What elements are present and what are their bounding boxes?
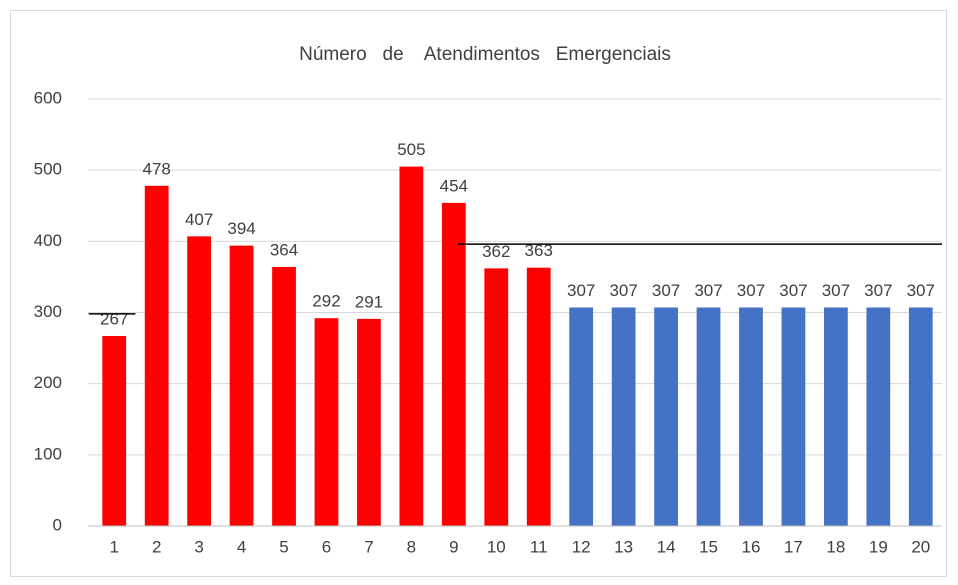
data-label: 362 — [482, 242, 510, 261]
data-label: 307 — [864, 281, 892, 300]
data-label: 363 — [525, 241, 553, 260]
bar — [484, 268, 509, 526]
x-tick-label: 20 — [911, 537, 930, 556]
data-label: 267 — [100, 309, 128, 328]
data-label: 505 — [397, 140, 425, 159]
y-tick-label: 400 — [34, 231, 62, 250]
bar — [781, 307, 806, 526]
data-label: 307 — [907, 281, 935, 300]
data-label: 307 — [737, 281, 765, 300]
y-tick-label: 100 — [34, 444, 62, 463]
bar — [357, 318, 381, 526]
x-tick-label: 19 — [869, 537, 888, 556]
x-tick-label: 13 — [614, 537, 633, 556]
x-tick-label: 18 — [826, 537, 845, 556]
data-label: 292 — [312, 292, 340, 311]
chart-title: Número de Atendimentos Emergenciais — [299, 44, 671, 65]
y-tick-label: 600 — [34, 88, 62, 107]
bar — [739, 307, 763, 526]
bar — [272, 266, 296, 526]
data-label: 307 — [822, 281, 850, 300]
x-tick-label: 17 — [784, 537, 803, 556]
x-tick-label: 7 — [364, 537, 373, 556]
x-tick-label: 15 — [699, 537, 718, 556]
bar — [314, 318, 339, 526]
x-tick-label: 6 — [322, 537, 331, 556]
data-label: 307 — [694, 281, 722, 300]
bar — [441, 202, 466, 527]
y-tick-label: 500 — [34, 160, 62, 179]
data-label: 307 — [652, 281, 680, 300]
x-tick-label: 2 — [152, 537, 161, 556]
x-tick-label: 10 — [487, 537, 506, 556]
bar — [229, 245, 254, 526]
x-tick-label: 3 — [194, 537, 203, 556]
data-label: 291 — [355, 292, 383, 311]
data-label: 307 — [609, 281, 637, 300]
x-tick-label: 16 — [742, 537, 761, 556]
bar — [823, 307, 848, 526]
bar — [611, 307, 636, 526]
x-tick-label: 1 — [109, 537, 118, 556]
data-label: 364 — [270, 240, 298, 259]
data-label: 478 — [142, 159, 170, 178]
x-tick-label: 4 — [237, 537, 246, 556]
y-tick-label: 0 — [53, 515, 62, 534]
y-tick-label: 200 — [34, 373, 62, 392]
x-tick-label: 5 — [279, 537, 288, 556]
bar — [399, 166, 424, 526]
bar — [526, 267, 551, 526]
bar — [569, 307, 594, 526]
x-tick-label: 9 — [449, 537, 458, 556]
x-tick-label: 8 — [407, 537, 416, 556]
data-label: 454 — [440, 176, 468, 195]
bar — [187, 236, 212, 526]
bar — [144, 185, 169, 526]
bar — [654, 307, 678, 526]
data-label: 407 — [185, 210, 213, 229]
bar — [696, 307, 721, 526]
bar — [908, 307, 933, 526]
x-tick-label: 11 — [530, 537, 548, 556]
data-label: 307 — [779, 281, 807, 300]
x-tick-label: 12 — [572, 537, 591, 556]
bar — [866, 307, 891, 526]
data-label: 307 — [567, 281, 595, 300]
y-tick-label: 300 — [34, 302, 62, 321]
x-tick-label: 14 — [657, 537, 676, 556]
bar — [102, 335, 127, 526]
data-label: 394 — [227, 219, 255, 238]
